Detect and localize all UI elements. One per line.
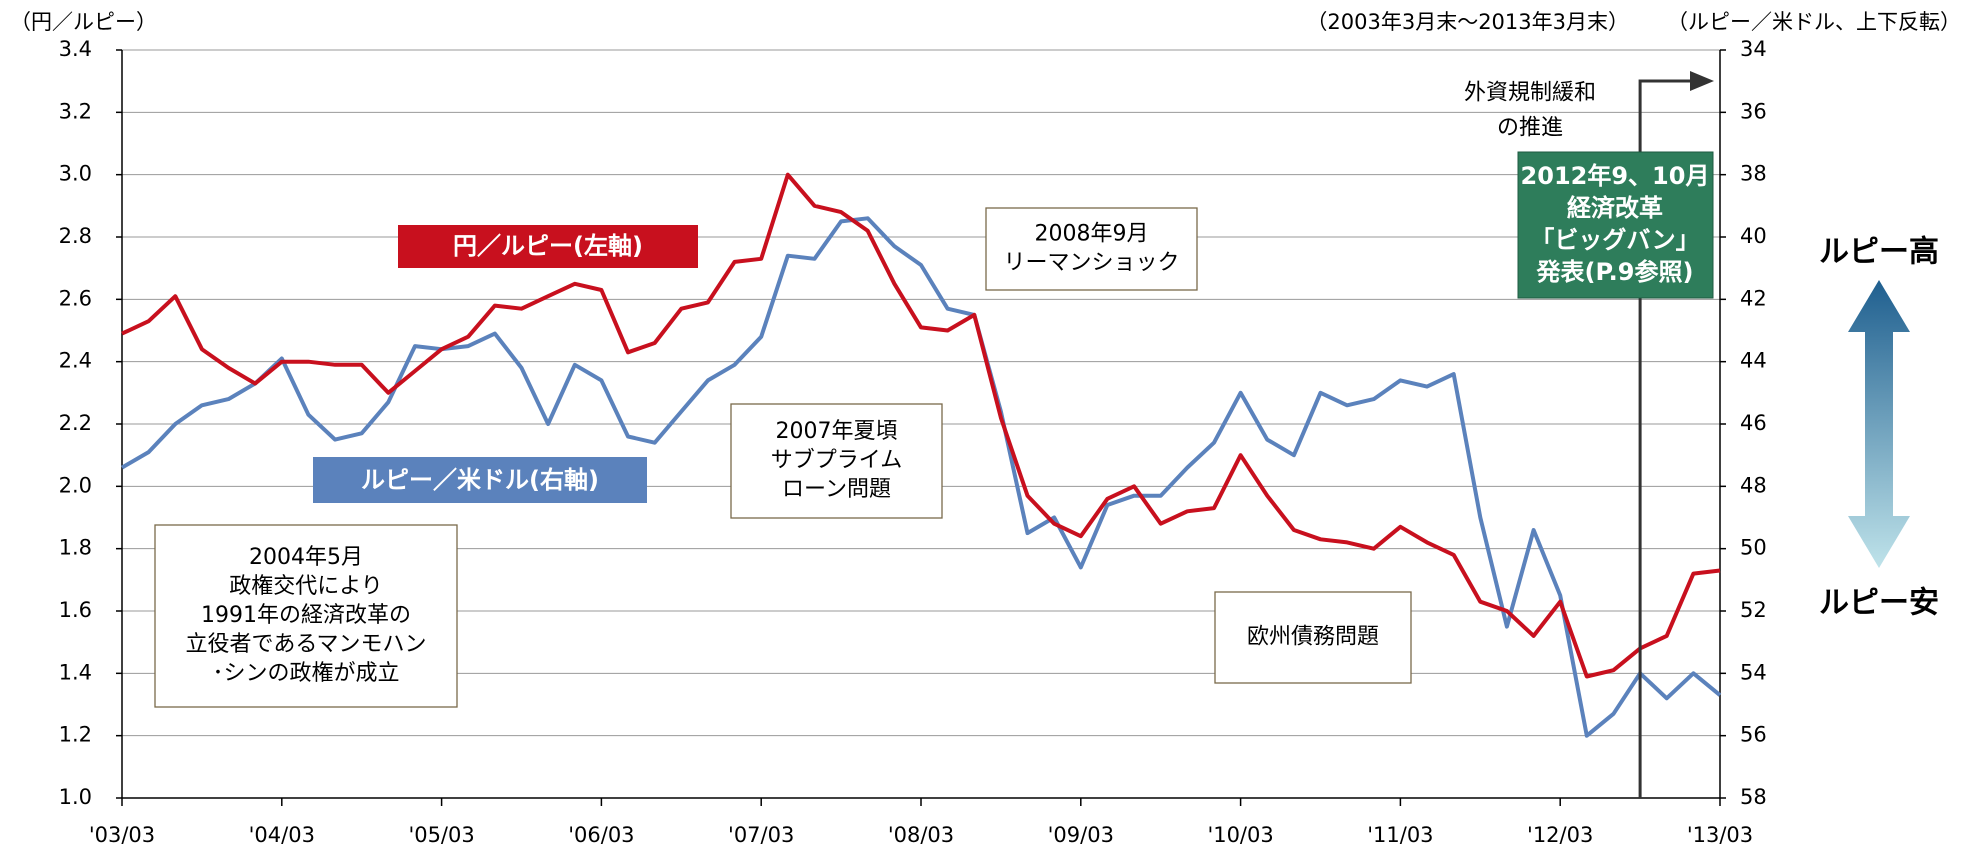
x-tick-label: '04/03	[249, 823, 315, 847]
annotation-text: 1991年の経済改革の	[201, 603, 411, 628]
x-tick-label: '06/03	[568, 823, 634, 847]
right-unit: （ルピー／米ドル、上下反転）	[1667, 10, 1961, 34]
reform-text: 外資規制緩和	[1464, 81, 1596, 106]
bigbang-text: 経済改革	[1567, 194, 1663, 222]
x-tick-label: '11/03	[1367, 823, 1433, 847]
y2-tick-label: 36	[1740, 99, 1767, 123]
y-tick-label: 2.0	[59, 473, 92, 497]
legend-swatch	[398, 225, 698, 268]
period: （2003年3月末～2013年3月末）	[1306, 10, 1629, 34]
bigbang-box	[1517, 151, 1714, 299]
annotation-box	[154, 524, 458, 708]
reform-text: の推進	[1497, 116, 1563, 141]
legend-swatch	[313, 457, 647, 503]
left-unit: （円／ルピー）	[10, 10, 157, 34]
y2-tick-label: 50	[1740, 536, 1767, 560]
annotation-box	[1214, 591, 1412, 684]
y-tick-label: 1.6	[59, 598, 92, 622]
bigbang-text: 2012年9、10月	[1521, 162, 1710, 190]
annotation-text: リーマンショック	[1003, 251, 1179, 276]
lines	[120, 172, 1722, 738]
grid: 1.0 1.2 1.4 1.6 1.8 2.0 2.2 2.4 2.6 2.8 3.0 3.2 3.4 3…	[59, 37, 1767, 847]
x-tick-label: '05/03	[408, 823, 474, 847]
y2-tick-label: 38	[1740, 162, 1767, 186]
x-tick-label: '13/03	[1687, 823, 1753, 847]
y-tick-label: 1.4	[59, 660, 92, 684]
y2-tick-label: 58	[1740, 785, 1767, 809]
y2-tick-label: 56	[1740, 723, 1767, 747]
annotation-text: 2007年夏頃	[776, 419, 898, 444]
y2-tick-label: 48	[1740, 473, 1767, 497]
annotation-text: 政権交代により	[229, 574, 383, 599]
x-tick-label: '07/03	[728, 823, 794, 847]
y2-tick-label: 52	[1740, 598, 1767, 622]
y2-tick-label: 54	[1740, 660, 1767, 684]
y-tick-label: 2.6	[59, 286, 92, 310]
x-tick-label: '09/03	[1048, 823, 1114, 847]
annotation-text: ローン問題	[782, 477, 891, 502]
rupee-high: ルピー高	[1819, 235, 1939, 270]
y-tick-label: 3.4	[59, 37, 92, 61]
arrow-head	[1690, 71, 1714, 91]
direction-arrow	[1848, 280, 1910, 568]
y-tick-label: 1.8	[59, 536, 92, 560]
y-tick-label: 2.4	[59, 349, 92, 373]
annotation-box	[985, 207, 1198, 291]
x-tick-label: '10/03	[1207, 823, 1273, 847]
x-tick-label: '03/03	[89, 823, 155, 847]
y2-tick-label: 46	[1740, 411, 1767, 435]
annotation-text: 欧州債務問題	[1247, 625, 1379, 650]
y2-tick-label: 44	[1740, 349, 1767, 373]
annotation-text: ･シンの政権が成立	[212, 661, 399, 686]
annotation-text: 立役者であるマンモハン	[186, 632, 427, 657]
rupee-low: ルピー安	[1819, 586, 1939, 621]
x-tick-label: '12/03	[1527, 823, 1593, 847]
annotation-text: 2008年9月	[1035, 222, 1149, 247]
y-tick-label: 3.0	[59, 162, 92, 186]
bigbang-text: 「ビッグバン」	[1530, 226, 1699, 254]
legend-label: 円／ルピー(左軸)	[453, 232, 643, 260]
y-tick-label: 3.2	[59, 99, 92, 123]
y-tick-label: 2.2	[59, 411, 92, 435]
annotation-text: 2004年5月	[249, 545, 363, 570]
series-line	[120, 216, 1722, 738]
y2-tick-label: 40	[1740, 224, 1767, 248]
bigbang-text: 発表(P.9参照)	[1536, 258, 1694, 286]
y2-tick-label: 42	[1740, 286, 1767, 310]
y2-tick-label: 34	[1740, 37, 1767, 61]
y-tick-label: 1.2	[59, 723, 92, 747]
annotation-box	[730, 403, 943, 519]
x-tick-label: '08/03	[888, 823, 954, 847]
y-tick-label: 1.0	[59, 785, 92, 809]
reform-arrow	[1638, 79, 1695, 798]
series-line	[121, 172, 1721, 679]
y-tick-label: 2.8	[59, 224, 92, 248]
legend-label: ルピー／米ドル(右軸)	[361, 466, 599, 494]
annotation-text: サブプライム	[771, 448, 903, 473]
